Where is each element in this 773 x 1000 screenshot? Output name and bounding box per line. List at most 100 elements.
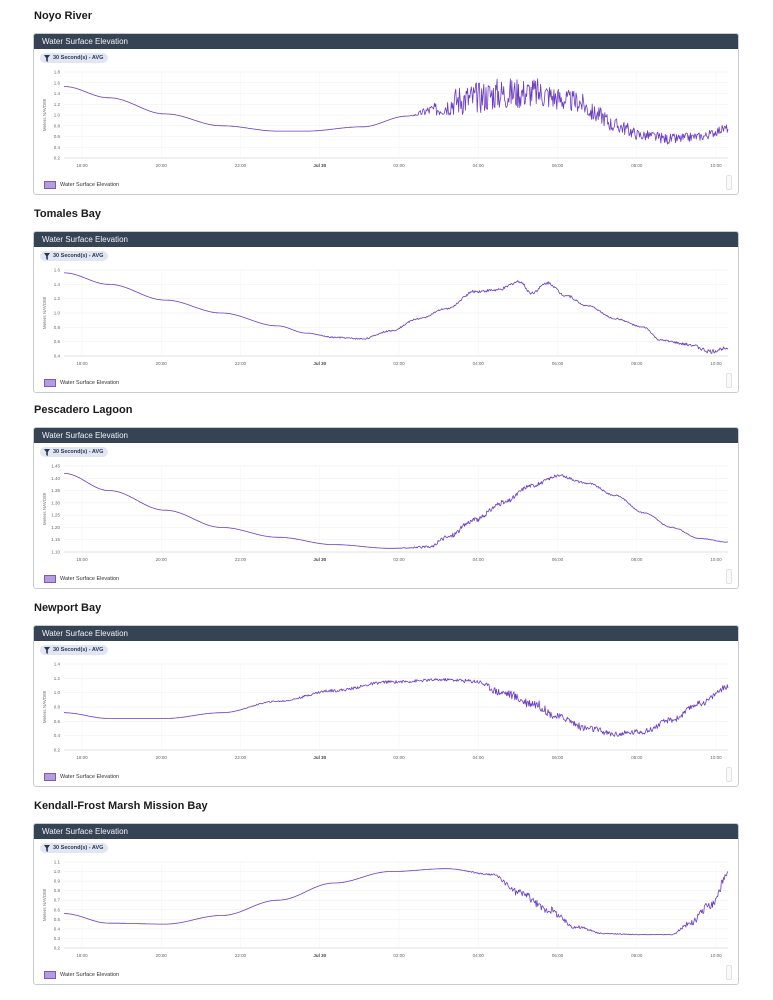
x-tick-label: 10:00 <box>710 163 722 168</box>
x-tick-label: 20:00 <box>156 163 168 168</box>
y-tick-label: 0.3 <box>54 936 61 941</box>
series-line[interactable] <box>64 678 729 737</box>
line-chart: 1.10 1.15 1.20 1.25 1.30 1.35 1.40 1.45 18:00 20:… <box>42 464 729 562</box>
filter-icon <box>44 844 50 852</box>
y-tick-label: 0.4 <box>54 145 61 150</box>
y-tick-label: 0.2 <box>54 946 61 951</box>
filter-icon <box>44 448 50 456</box>
site-title: Newport Bay <box>34 602 102 614</box>
x-tick-label: 06:00 <box>552 361 564 366</box>
chart-panel: Water Surface Elevation 30 Second(s) - A… <box>33 231 739 393</box>
site-title: Kendall-Frost Marsh Mission Bay <box>34 800 208 812</box>
chart-panel: Water Surface Elevation 30 Second(s) - A… <box>33 625 739 787</box>
filter-badge[interactable]: 30 Second(s) - AVG <box>40 251 109 261</box>
y-tick-label: 1.15 <box>51 537 60 542</box>
y-axis-label: Meters NAVD88 <box>42 98 47 131</box>
x-tick-label: 18:00 <box>76 361 88 366</box>
panel-title: Water Surface Elevation <box>34 232 738 247</box>
filter-icon <box>44 54 50 62</box>
legend-item[interactable]: Water Surface Elevation <box>44 773 119 781</box>
y-tick-label: 1.4 <box>54 91 61 96</box>
resize-handle[interactable] <box>726 767 732 782</box>
y-tick-label: 1.0 <box>54 311 61 316</box>
legend-item[interactable]: Water Surface Elevation <box>44 971 119 979</box>
filter-label: 30 Second(s) - AVG <box>53 449 104 455</box>
panel-title: Water Surface Elevation <box>34 428 738 443</box>
panel-title: Water Surface Elevation <box>34 824 738 839</box>
x-tick-label: 02:00 <box>393 755 405 760</box>
x-tick-label: Jul 30 <box>313 361 326 366</box>
series-line[interactable] <box>64 473 729 549</box>
filter-label: 30 Second(s) - AVG <box>53 55 104 61</box>
x-tick-label: 08:00 <box>631 163 643 168</box>
x-tick-label: 22:00 <box>235 953 247 958</box>
series-line[interactable] <box>64 272 729 354</box>
y-axis-label: Meters NAVD88 <box>42 492 47 525</box>
x-tick-label: 04:00 <box>473 755 485 760</box>
chart-panel: Water Surface Elevation 30 Second(s) - A… <box>33 427 739 589</box>
line-chart: 0.2 0.3 0.4 0.5 0.6 0.7 0.8 0.9 1.0 1.1 18:00 20:00… <box>42 860 729 958</box>
y-tick-label: 1.30 <box>51 500 60 505</box>
y-axis-label: Meters NAVD88 <box>42 690 47 723</box>
legend-item[interactable]: Water Surface Elevation <box>44 575 119 583</box>
x-tick-label: 04:00 <box>473 557 485 562</box>
resize-handle[interactable] <box>726 569 732 584</box>
legend-item[interactable]: Water Surface Elevation <box>44 379 119 387</box>
x-tick-label: Jul 30 <box>313 755 326 760</box>
y-tick-label: 0.6 <box>54 134 61 139</box>
x-tick-label: 10:00 <box>710 557 722 562</box>
filter-label: 30 Second(s) - AVG <box>53 253 104 259</box>
legend-label: Water Surface Elevation <box>60 182 120 188</box>
x-tick-label: 02:00 <box>393 557 405 562</box>
y-tick-label: 0.6 <box>54 907 61 912</box>
legend-swatch <box>44 575 56 583</box>
y-tick-label: 0.2 <box>54 156 61 161</box>
x-tick-label: 04:00 <box>473 953 485 958</box>
site-title: Noyo River <box>34 10 93 22</box>
line-chart: 0.2 0.4 0.6 0.8 1.0 1.2 1.4 1.6 1.8 18:00 20:00 22:… <box>42 70 729 168</box>
legend-swatch <box>44 181 56 189</box>
filter-label: 30 Second(s) - AVG <box>53 647 104 653</box>
y-tick-label: 0.4 <box>54 733 61 738</box>
series-line[interactable] <box>64 78 729 145</box>
x-tick-label: 20:00 <box>156 953 168 958</box>
x-tick-label: 20:00 <box>156 361 168 366</box>
x-tick-label: 08:00 <box>631 361 643 366</box>
x-tick-label: 02:00 <box>393 163 405 168</box>
x-tick-label: 08:00 <box>631 755 643 760</box>
filter-badge[interactable]: 30 Second(s) - AVG <box>40 843 109 853</box>
x-tick-label: 06:00 <box>552 163 564 168</box>
legend-label: Water Surface Elevation <box>60 380 120 386</box>
x-tick-label: 08:00 <box>631 953 643 958</box>
filter-badge[interactable]: 30 Second(s) - AVG <box>40 645 109 655</box>
y-tick-label: 0.2 <box>54 748 61 753</box>
legend-item[interactable]: Water Surface Elevation <box>44 181 119 189</box>
series-line[interactable] <box>64 868 729 936</box>
panel-title: Water Surface Elevation <box>34 34 738 49</box>
y-tick-label: 1.6 <box>54 80 61 85</box>
x-tick-label: 04:00 <box>473 361 485 366</box>
filter-badge[interactable]: 30 Second(s) - AVG <box>40 447 109 457</box>
legend-label: Water Surface Elevation <box>60 972 120 978</box>
x-tick-label: 02:00 <box>393 361 405 366</box>
panel-title: Water Surface Elevation <box>34 626 738 641</box>
x-tick-label: 02:00 <box>393 953 405 958</box>
x-tick-label: 20:00 <box>156 755 168 760</box>
y-tick-label: 0.7 <box>54 898 61 903</box>
y-tick-label: 1.0 <box>54 690 61 695</box>
x-tick-label: 18:00 <box>76 755 88 760</box>
resize-handle[interactable] <box>726 965 732 980</box>
line-chart: 0.2 0.4 0.6 0.8 1.0 1.2 1.4 18:00 20:00 22:00 Jul … <box>42 662 729 760</box>
y-tick-label: 1.2 <box>54 102 61 107</box>
x-tick-label: 18:00 <box>76 163 88 168</box>
chart-panel: Water Surface Elevation 30 Second(s) - A… <box>33 823 739 985</box>
x-tick-label: 10:00 <box>710 953 722 958</box>
resize-handle[interactable] <box>726 175 732 190</box>
filter-icon <box>44 252 50 260</box>
filter-badge[interactable]: 30 Second(s) - AVG <box>40 53 109 63</box>
x-tick-label: 20:00 <box>156 557 168 562</box>
y-tick-label: 1.40 <box>51 476 60 481</box>
resize-handle[interactable] <box>726 373 732 388</box>
y-tick-label: 1.0 <box>54 113 61 118</box>
y-tick-label: 0.8 <box>54 325 61 330</box>
